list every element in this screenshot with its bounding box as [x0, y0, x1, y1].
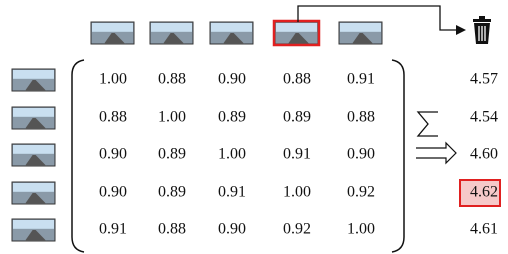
matrix-cell: 0.92 — [283, 221, 311, 238]
sum-symbol — [418, 112, 438, 136]
diagram: 1.00 0.88 0.90 0.88 0.91 0.88 1.00 0.89 0.89 0.88… — [0, 0, 508, 254]
thumb-sky — [276, 23, 317, 32]
matrix-cell: 0.88 — [158, 71, 186, 88]
thumbnail — [339, 22, 382, 44]
matrix-cell: 1.00 — [99, 71, 127, 88]
row-sum: 4.62 — [470, 184, 498, 201]
row-sum: 4.57 — [470, 71, 498, 88]
matrix-cell: 0.90 — [347, 146, 375, 163]
matrix: 1.00 0.88 0.90 0.88 0.91 0.88 1.00 0.89 0.89 0.88… — [99, 71, 498, 238]
matrix-cell: 0.92 — [347, 184, 375, 201]
thumbnail — [12, 219, 55, 241]
thumbnail — [150, 22, 193, 44]
thumb-sky — [13, 70, 54, 79]
matrix-cell: 0.88 — [283, 71, 311, 88]
trash-icon — [473, 16, 491, 44]
thumb-sky — [211, 23, 252, 32]
matrix-cell: 1.00 — [218, 146, 246, 163]
matrix-cell: 0.90 — [99, 184, 127, 201]
row-sum: 4.61 — [470, 221, 498, 238]
thumb-sky — [13, 108, 54, 117]
matrix-cell: 0.90 — [218, 221, 246, 238]
matrix-cell: 0.88 — [158, 221, 186, 238]
thumbnail — [91, 22, 134, 44]
thumbnail — [12, 69, 55, 91]
matrix-cell: 0.90 — [218, 71, 246, 88]
thumbnail — [210, 22, 253, 44]
thumbnails — [12, 21, 382, 241]
matrix-cell: 0.89 — [158, 146, 186, 163]
matrix-cell: 0.88 — [99, 109, 127, 126]
row-sum: 4.60 — [470, 146, 498, 163]
thumb-sky — [13, 145, 54, 154]
row-sum: 4.54 — [470, 109, 498, 126]
matrix-cell: 1.00 — [158, 109, 186, 126]
thumbnail — [12, 144, 55, 166]
matrix-cell: 0.91 — [218, 184, 246, 201]
thumb-sky — [13, 220, 54, 229]
matrix-cell: 0.89 — [158, 184, 186, 201]
matrix-cell: 0.89 — [218, 109, 246, 126]
thumbnail — [274, 21, 319, 45]
thumbnail — [12, 182, 55, 204]
matrix-cell: 0.89 — [283, 109, 311, 126]
matrix-cell: 0.91 — [283, 146, 311, 163]
matrix-cell: 1.00 — [347, 221, 375, 238]
left-bracket — [72, 60, 84, 252]
thumb-sky — [92, 23, 133, 32]
matrix-cell: 0.91 — [99, 221, 127, 238]
thumb-sky — [13, 183, 54, 192]
thumb-sky — [151, 23, 192, 32]
matrix-cell: 0.88 — [347, 109, 375, 126]
matrix-cell: 0.91 — [347, 71, 375, 88]
thumb-sky — [340, 23, 381, 32]
matrix-cell: 1.00 — [283, 184, 311, 201]
arrow-head — [456, 25, 466, 35]
matrix-cell: 0.90 — [99, 146, 127, 163]
sum-arrow — [416, 143, 456, 163]
thumbnail — [12, 107, 55, 129]
right-bracket — [392, 60, 404, 252]
